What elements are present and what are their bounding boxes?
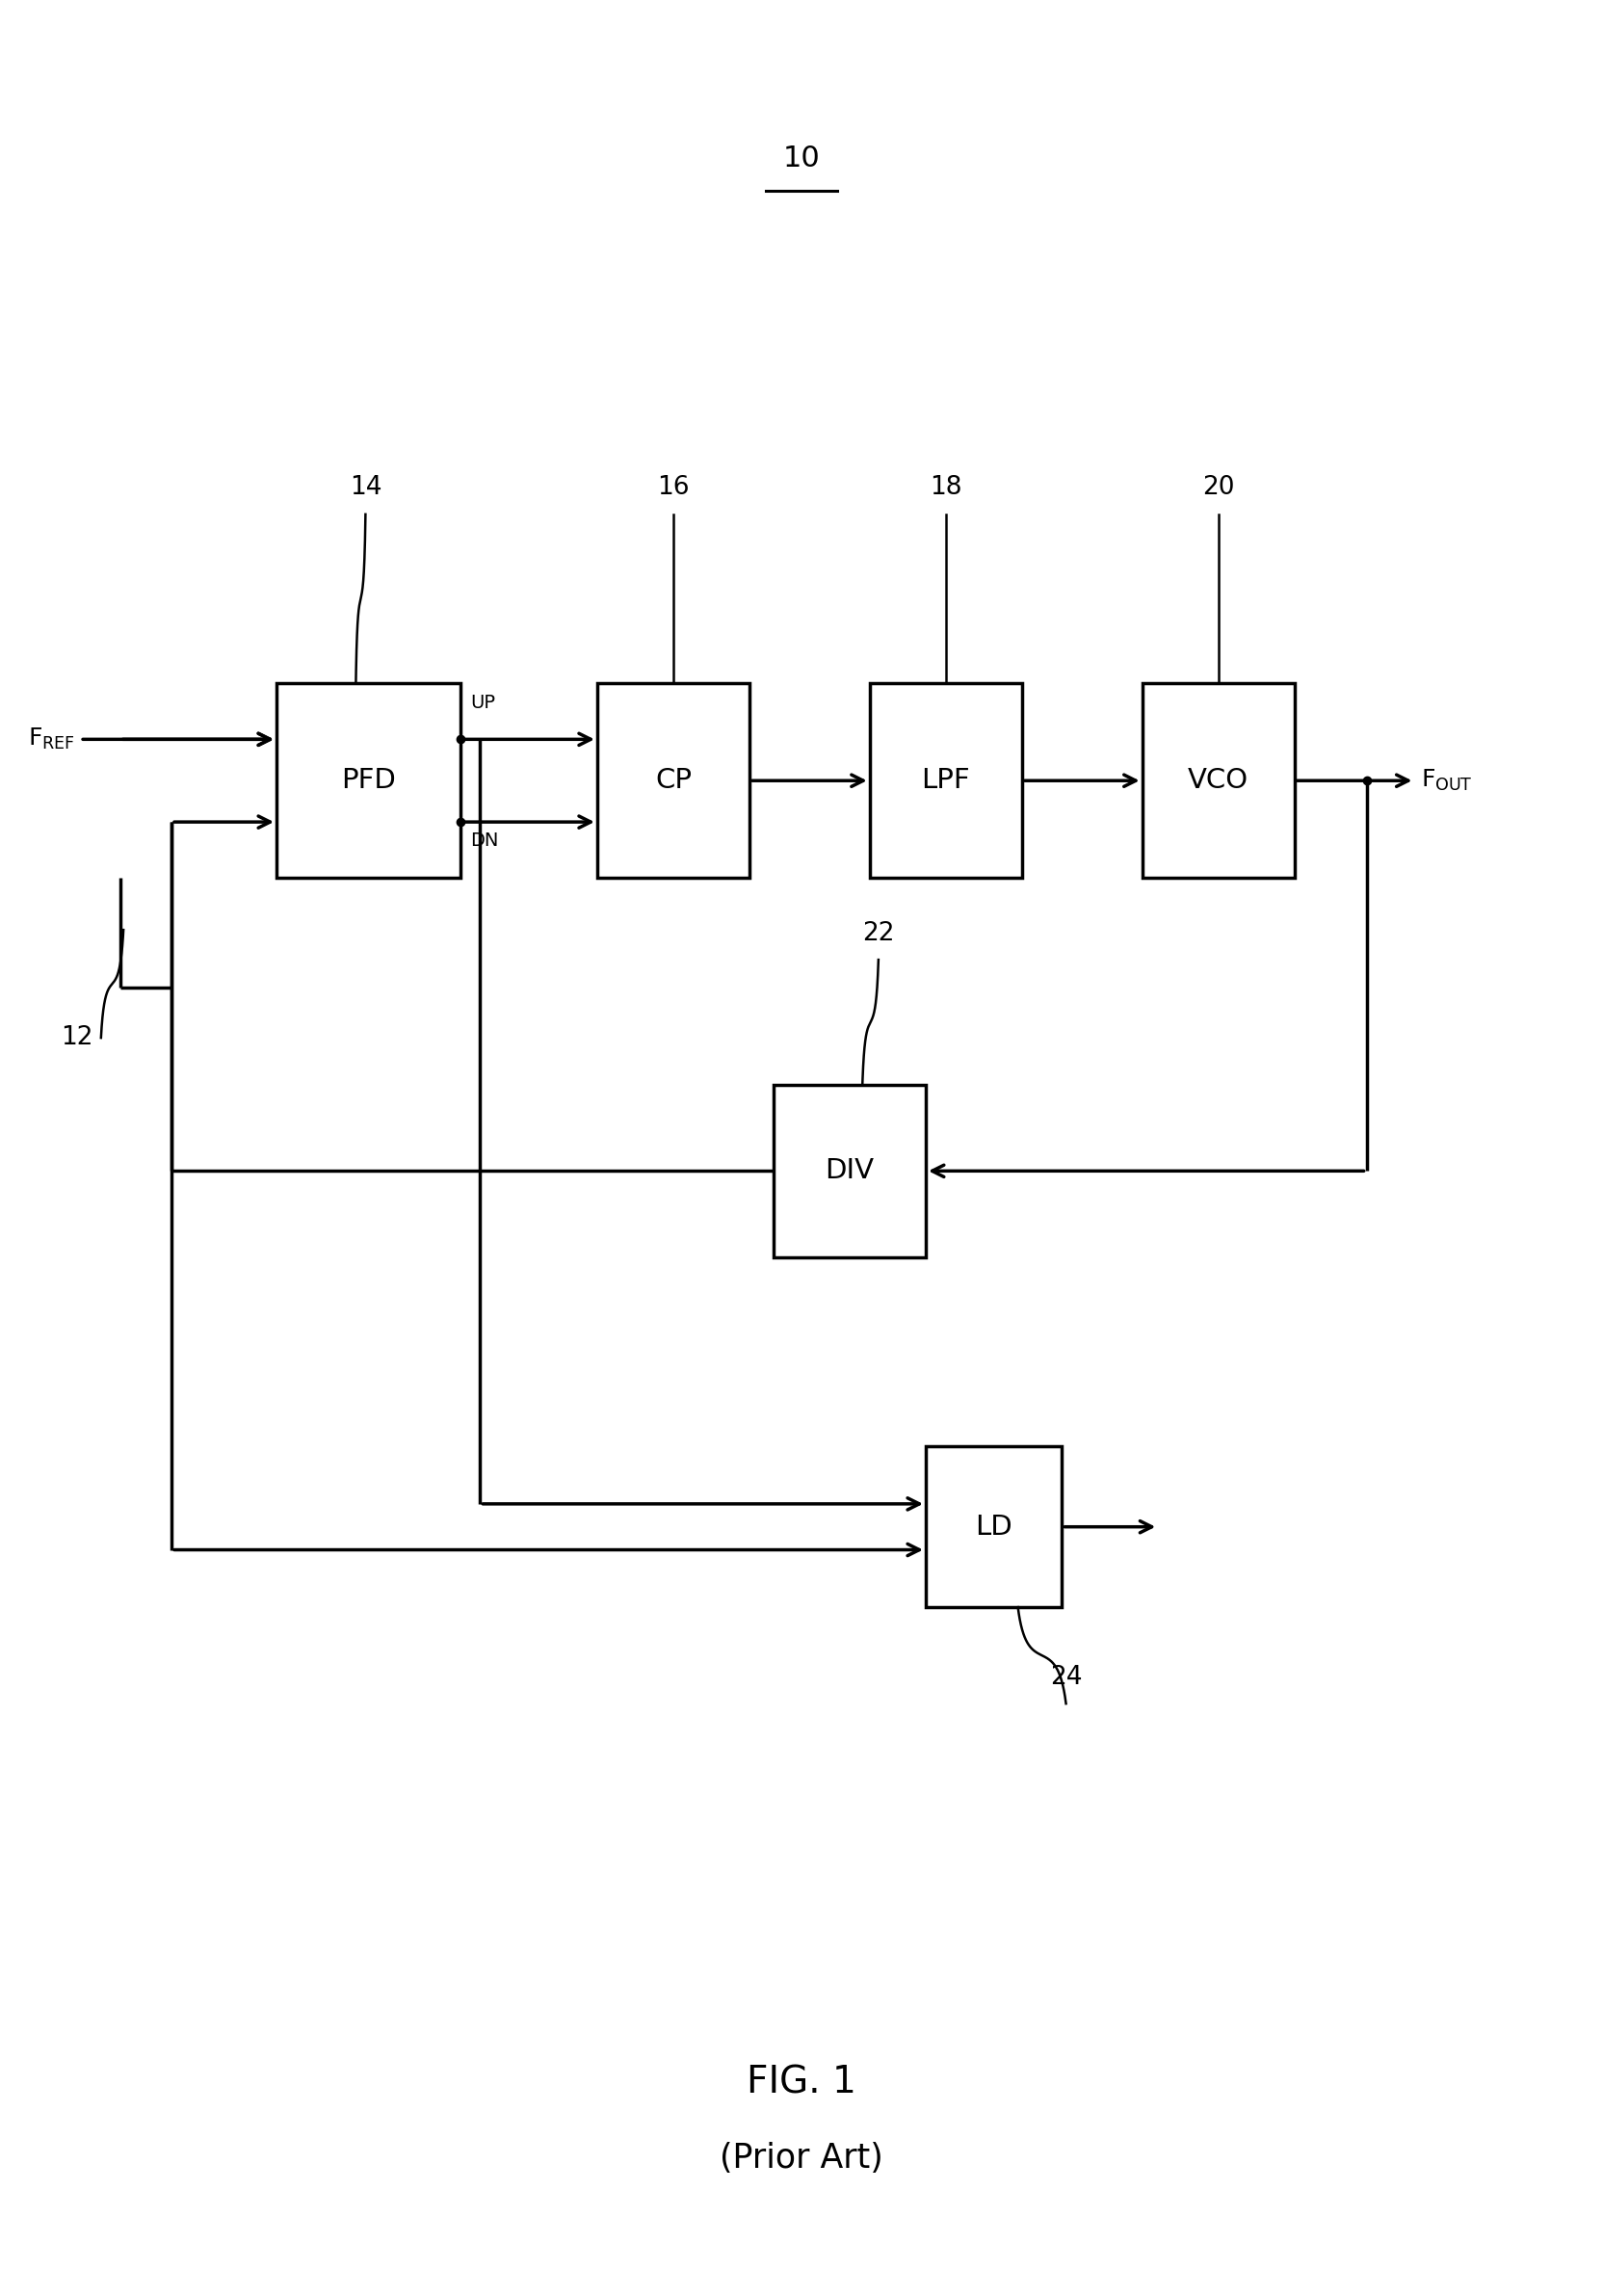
Text: FIG. 1: FIG. 1: [747, 2064, 856, 2101]
Text: 12: 12: [61, 1026, 93, 1049]
Text: $\mathsf{F_{OUT}}$: $\mathsf{F_{OUT}}$: [1422, 769, 1473, 792]
Text: 14: 14: [349, 475, 382, 501]
Text: LPF: LPF: [922, 767, 970, 794]
Text: 16: 16: [657, 475, 689, 501]
Text: (Prior Art): (Prior Art): [720, 2142, 883, 2174]
Bar: [869, 684, 1021, 877]
Text: DIV: DIV: [826, 1157, 874, 1185]
Bar: [1141, 684, 1295, 877]
Text: PFD: PFD: [341, 767, 396, 794]
Text: 24: 24: [1050, 1665, 1082, 1690]
Bar: [596, 684, 750, 877]
Text: VCO: VCO: [1188, 767, 1249, 794]
Bar: [774, 1086, 927, 1256]
Text: $\mathsf{F_{REF}}$: $\mathsf{F_{REF}}$: [29, 728, 75, 751]
Text: UP: UP: [471, 693, 495, 712]
Text: 20: 20: [1202, 475, 1234, 501]
Text: LD: LD: [975, 1513, 1013, 1541]
Bar: [927, 1446, 1061, 1607]
Bar: [276, 684, 462, 877]
Text: DN: DN: [471, 831, 499, 850]
Text: 10: 10: [782, 145, 821, 172]
Text: 18: 18: [930, 475, 962, 501]
Text: CP: CP: [656, 767, 691, 794]
Text: 22: 22: [862, 921, 894, 946]
